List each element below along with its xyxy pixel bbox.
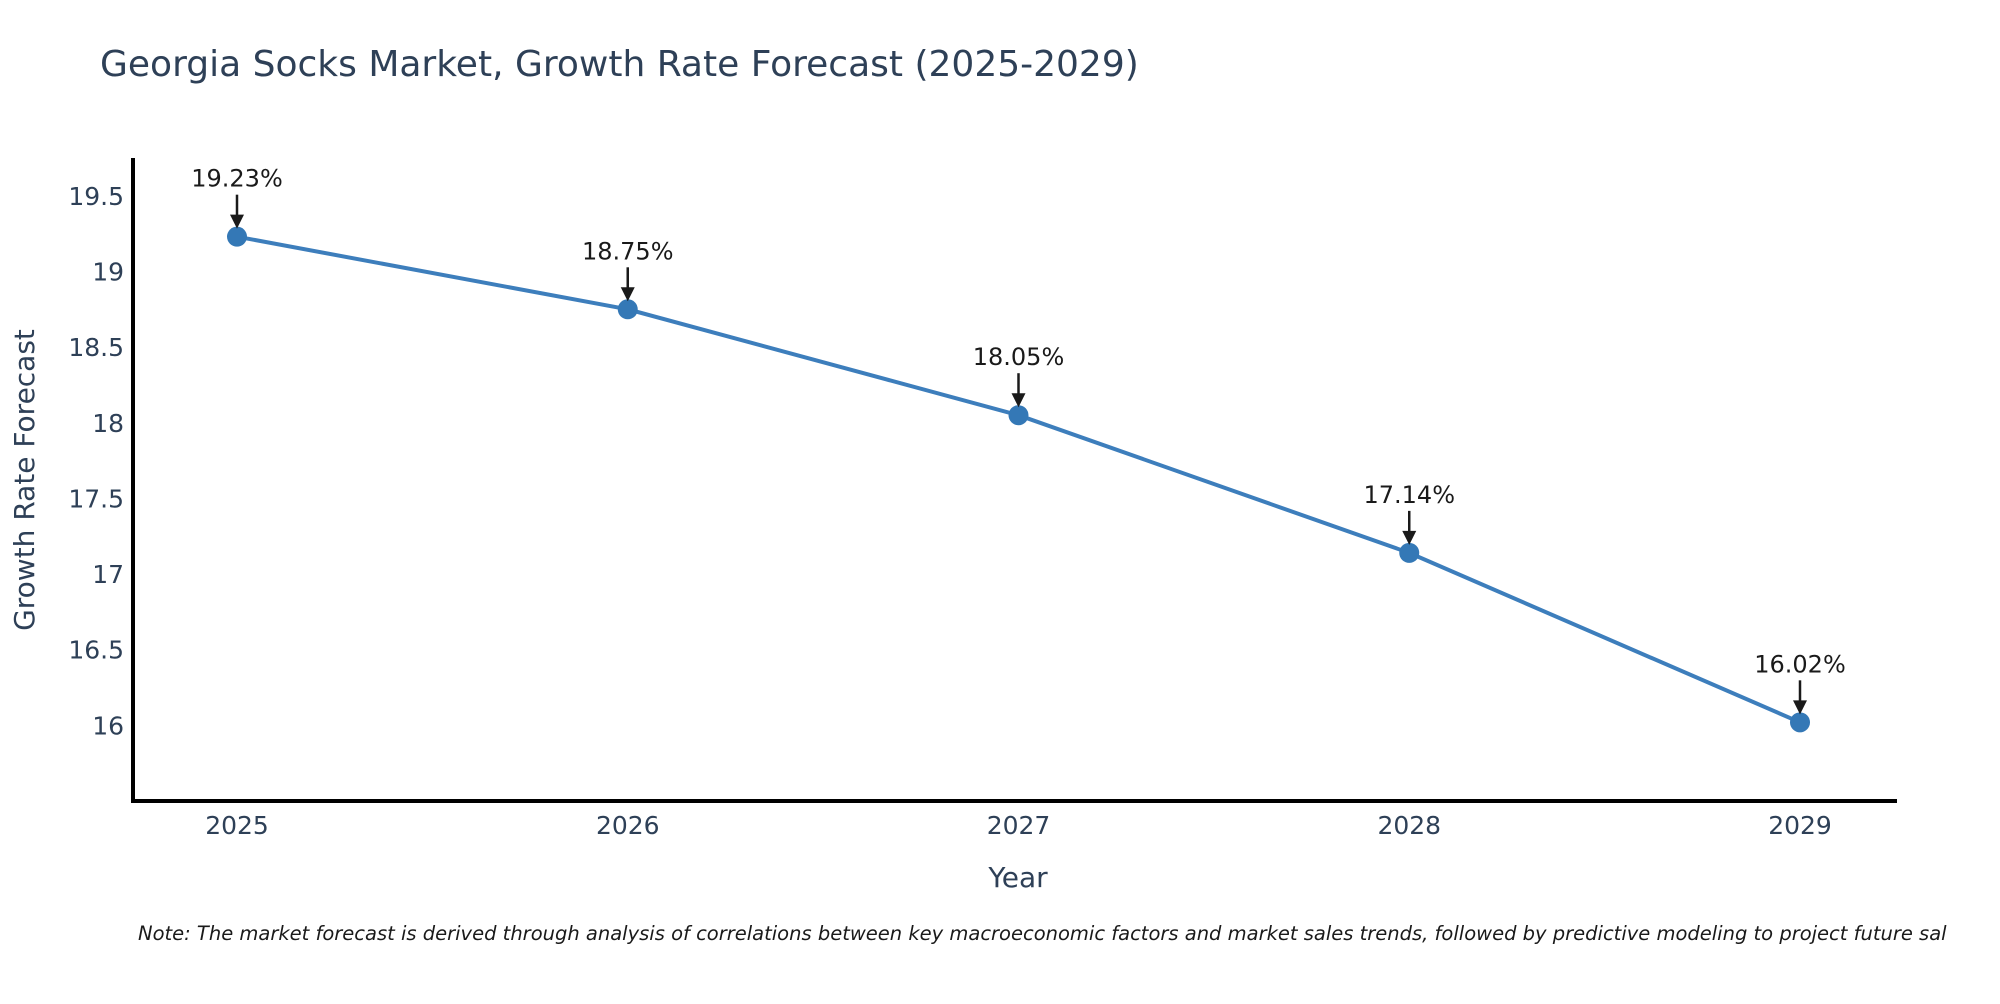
- line-series: [227, 226, 1810, 733]
- point-value-label: 16.02%: [1754, 650, 1846, 678]
- point-value-label: 19.23%: [191, 165, 283, 193]
- y-axis-title: Growth Rate Forecast: [8, 329, 41, 631]
- x-tick-label: 2029: [1768, 811, 1832, 840]
- point-annotations: 19.23% 18.75% 18.05% 17.14% 16.02%: [191, 165, 1846, 715]
- y-tick-label: 18: [92, 409, 124, 438]
- y-tick-label: 16: [92, 711, 124, 740]
- x-tick-label: 2028: [1377, 811, 1441, 840]
- forecast-line: [235, 234, 1802, 725]
- y-tick-label: 17.5: [68, 484, 124, 513]
- data-point-marker: [1008, 405, 1029, 426]
- annotation-arrowhead: [620, 287, 635, 302]
- y-tick-label: 19: [92, 257, 124, 286]
- annotation-arrowhead: [1793, 700, 1807, 715]
- x-tick-label: 2026: [596, 811, 660, 840]
- y-axis-ticks: 16 16.5 17 17.5 18 18.5 19 19.5: [68, 182, 124, 741]
- x-axis-ticks: 2025 2026 2027 2028 2029: [205, 811, 1832, 840]
- x-tick-label: 2027: [987, 811, 1051, 840]
- x-axis-title: Year: [987, 861, 1048, 894]
- data-point-marker: [1790, 712, 1810, 733]
- x-tick-label: 2025: [205, 811, 269, 840]
- point-value-label: 18.75%: [582, 237, 674, 265]
- y-tick-label: 18.5: [68, 333, 124, 362]
- footnote: Note: The market forecast is derived thr…: [138, 922, 1947, 945]
- data-point-marker: [617, 299, 638, 320]
- y-tick-label: 16.5: [68, 636, 124, 665]
- annotation-arrowhead: [1402, 530, 1417, 545]
- y-tick-label: 17: [92, 560, 124, 589]
- point-value-label: 18.05%: [973, 343, 1065, 371]
- data-point-marker: [227, 226, 247, 247]
- annotation-arrowhead: [1011, 393, 1026, 408]
- y-tick-label: 19.5: [68, 182, 124, 211]
- point-value-label: 17.14%: [1363, 481, 1455, 509]
- chart-title: Georgia Socks Market, Growth Rate Foreca…: [100, 44, 1139, 85]
- data-point-marker: [1399, 542, 1420, 563]
- annotation-arrowhead: [230, 214, 244, 229]
